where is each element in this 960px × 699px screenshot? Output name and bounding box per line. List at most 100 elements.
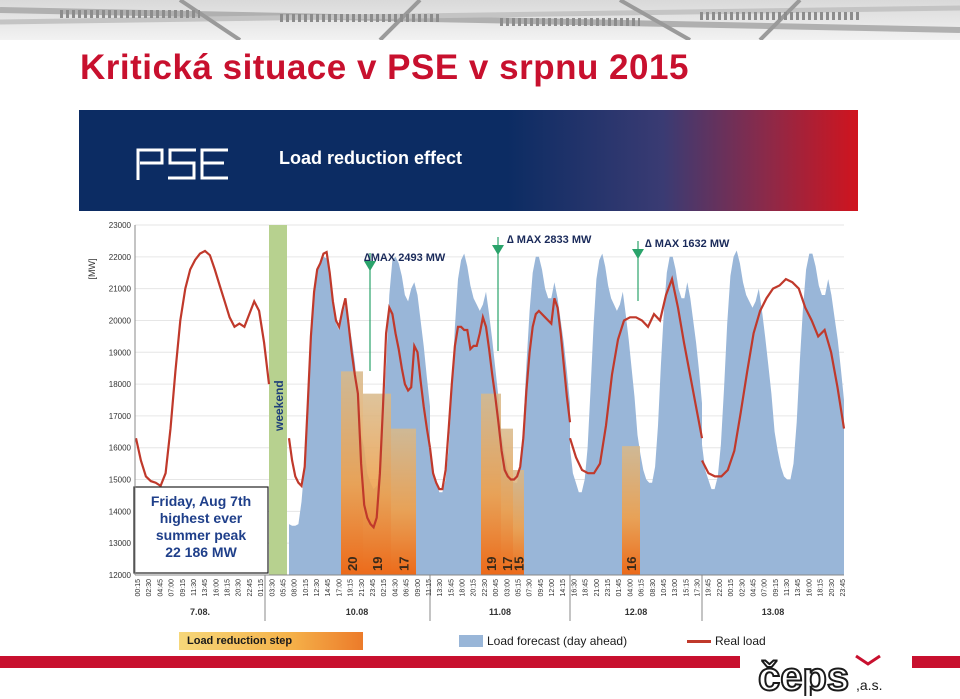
x-tick-label: 18:15	[225, 579, 232, 597]
y-tick-label: 22000	[109, 253, 132, 262]
y-tick-label: 21000	[109, 285, 132, 294]
legend-forecast-label: Load forecast (day ahead)	[487, 634, 628, 648]
x-tick-label: 04:30	[392, 579, 399, 597]
x-tick-label: 08:30	[650, 579, 657, 597]
peak-note-line: 22 186 MW	[165, 544, 237, 560]
x-tick-label: 06:15	[639, 579, 646, 597]
peak-note-line: summer peak	[156, 527, 246, 543]
real-load-line-day-1	[287, 250, 432, 530]
x-tick-label: 02:30	[739, 579, 746, 597]
legend-real-swatch	[687, 639, 711, 643]
y-tick-label: 15000	[109, 476, 132, 485]
reduction-step-label: 15	[512, 557, 527, 571]
x-tick-label: 11:30	[784, 579, 791, 596]
legend-reduction-step: Load reduction step	[179, 632, 363, 650]
x-tick-label: 22:30	[482, 579, 489, 597]
x-tick-label: 22:00	[717, 579, 724, 597]
day-label: 13.08	[762, 607, 785, 617]
y-tick-label: 17000	[109, 412, 132, 421]
forecast-area-13-08	[702, 250, 844, 575]
reduction-step-bar	[391, 428, 416, 575]
x-tick-label: 15:45	[448, 579, 455, 597]
reduction-step-label: 16	[624, 557, 639, 571]
header-panel: Load reduction effect	[79, 110, 858, 211]
forecast-area-day-2	[430, 253, 570, 575]
day-label: 12.08	[625, 607, 648, 617]
x-tick-label: 17:00	[336, 579, 343, 597]
chart-legend: Load reduction step Load forecast (day a…	[79, 627, 858, 655]
y-tick-label: 14000	[109, 507, 132, 516]
x-tick-label: 18:45	[583, 579, 590, 597]
ceps-logo: čeps ,a.s.	[757, 654, 882, 696]
reduction-step-bar	[622, 446, 640, 575]
legend-forecast: Load forecast (day ahead)	[459, 632, 627, 650]
x-tick-label: 01:15	[258, 579, 265, 597]
x-tick-label: 00:15	[135, 579, 142, 597]
x-tick-label: 00:15	[728, 579, 735, 597]
x-tick-label: 23:45	[840, 579, 847, 597]
footer-red-bar	[0, 656, 740, 668]
x-tick-label: 03:00	[504, 579, 511, 597]
reduction-step-label: 19	[370, 557, 385, 571]
day-label: 11.08	[489, 607, 511, 617]
reduction-step-label: 17	[500, 557, 515, 571]
x-tick-label: 09:15	[773, 579, 780, 597]
y-tick-label: 19000	[109, 348, 132, 357]
x-tick-label: 04:00	[627, 579, 634, 597]
x-tick-label: 12:00	[549, 579, 556, 597]
x-tick-label: 06:45	[404, 579, 411, 597]
real-load-line-7-08	[134, 249, 271, 488]
day-label: 7.08.	[190, 607, 210, 617]
reduction-step-label: 19	[484, 557, 499, 571]
y-tick-label: 18000	[109, 380, 132, 389]
reduction-step-label: 17	[397, 557, 412, 571]
reduction-step-bar	[341, 371, 363, 575]
load-chart: 23000 22000 21000 20000 19000 18000 17000 16000…	[79, 211, 858, 625]
x-tick-label: 09:15	[180, 579, 187, 597]
x-tick-label: 22:45	[247, 579, 254, 597]
ceps-hacek-icon	[855, 654, 881, 666]
x-tick-label: 01:45	[616, 579, 623, 597]
slide-title: Kritická situace v PSE v srpnu 2015	[80, 48, 689, 87]
weekend-band	[269, 225, 287, 575]
peak-note-line: highest ever	[160, 510, 243, 526]
power-line-photo	[0, 0, 960, 40]
x-tick-label: 20:30	[829, 579, 836, 597]
max-annotation-arrow-icon	[632, 249, 644, 259]
x-tick-label: 16:00	[806, 579, 813, 597]
x-tick-label: 16:00	[213, 579, 220, 597]
x-tick-label: 05:15	[515, 579, 522, 597]
x-tick-label: 18:00	[460, 579, 467, 597]
peak-note-line: Friday, Aug 7th	[151, 493, 251, 509]
x-tick-label: 10:45	[661, 579, 668, 597]
peak-note-box	[133, 486, 269, 574]
x-tick-label: 00:45	[493, 579, 500, 597]
max-annotation-arrow-icon	[364, 261, 376, 271]
x-tick-label: 04:45	[157, 579, 164, 597]
x-tick-label: 13:45	[795, 579, 802, 597]
x-tick-label: 19:45	[706, 579, 713, 597]
legend-real-load: Real load	[687, 632, 766, 650]
reduction-step-bar	[501, 428, 513, 575]
x-tick-label: 17:30	[695, 579, 702, 597]
x-tick-label: 07:30	[527, 579, 534, 597]
x-tick-label: 02:30	[146, 579, 153, 597]
x-tick-label: 11:15	[426, 579, 433, 596]
max-annotation-label: ∆ MAX 2833 MW	[507, 234, 592, 246]
weekend-label: weekend	[272, 380, 286, 432]
legend-real-label: Real load	[715, 634, 766, 648]
y-tick-label: 16000	[109, 444, 132, 453]
top-banner	[0, 0, 960, 40]
ceps-logo-suffix: ,a.s.	[856, 677, 882, 693]
x-tick-label: 12:30	[314, 579, 321, 597]
legend-forecast-swatch	[459, 635, 483, 647]
ceps-logo-text: čeps	[758, 655, 849, 696]
max-annotation-label: ∆MAX 2493 MW	[364, 252, 446, 264]
x-tick-label: 15:15	[683, 579, 690, 597]
x-tick-label: 20:30	[236, 579, 243, 597]
y-tick-label: 13000	[109, 539, 132, 548]
x-tick-label: 21:30	[359, 579, 366, 597]
x-tick-label: 04:45	[750, 579, 757, 597]
y-tick-label: 20000	[109, 316, 132, 325]
x-tick-label: 20:15	[471, 579, 478, 597]
